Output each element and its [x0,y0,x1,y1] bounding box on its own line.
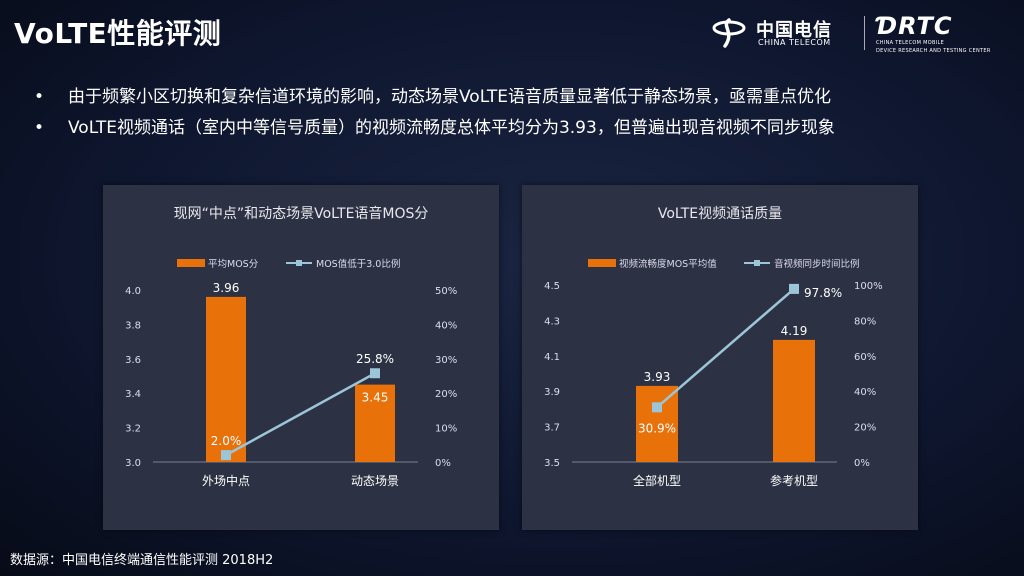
y2-tick-label: 20% [854,423,876,434]
y-tick-label: 4.5 [544,281,560,292]
chart-panel-voice-mos: 现网“中点”和动态场景VoLTE语音MOS分平均MOS分 MOS值低于3.0比例 3… [103,185,499,530]
y-tick-label: 4.3 [544,316,560,327]
x-tick-label: 参考机型 [770,473,818,488]
legend-swatch-bar [588,259,616,267]
china-telecom-logo: 中国电信 CHINA TELECOM [712,14,852,52]
china-telecom-cn: 中国电信 [756,20,832,41]
bar [773,339,815,462]
line-data-label: 2.0% [211,434,242,448]
y2-tick-label: 60% [854,352,876,363]
y-tick-label: 3.0 [125,458,141,469]
bar [206,296,246,462]
data-source: 数据源：中国电信终端通信性能评测 2018H2 [10,553,274,568]
bullet-text: VoLTE视频通话（室内中等信号质量）的视频流畅度总体平均分为3.93，但普遍出… [68,118,835,138]
legend-label-bar: 视频流畅度MOS平均值 [619,258,717,270]
bar-data-label: 4.19 [781,324,808,338]
y2-tick-label: 80% [854,316,876,327]
y-tick-label: 3.7 [544,423,560,434]
line-point [652,402,662,413]
bullet-dot-icon: • [34,87,45,107]
legend-label-line: 音视频同步时间比例 [774,258,860,270]
legend-label-bar: 平均MOS分 [208,258,259,270]
y-tick-label: 3.8 [125,320,141,331]
rtc-logo: ƊRTC CHINA TELECOM MOBILE DEVICE RESEARC… [876,14,1016,54]
legend-marker-line [754,260,760,266]
y2-tick-label: 50% [435,286,457,297]
y-tick-label: 3.5 [544,458,560,469]
bullet-item: • VoLTE视频通话（室内中等信号质量）的视频流畅度总体平均分为3.93，但普… [34,113,835,144]
y2-tick-label: 0% [854,458,870,469]
y-tick-label: 3.4 [125,389,141,400]
bar-data-label: 3.45 [362,391,389,405]
legend-label-line: MOS值低于3.0比例 [316,258,400,270]
y2-tick-label: 40% [854,387,876,398]
bar-data-label: 3.93 [644,370,671,384]
y-tick-label: 4.0 [125,286,141,297]
chart-title: 现网“中点”和动态场景VoLTE语音MOS分 [174,205,429,222]
line-data-label: 30.9% [638,421,676,435]
y2-tick-label: 100% [854,281,883,292]
rtc-d-icon: Ɗ [876,12,899,40]
line-data-label: 97.8% [804,286,842,300]
y2-tick-label: 10% [435,424,457,435]
y2-tick-label: 20% [435,389,457,400]
y2-tick-label: 40% [435,320,457,331]
series-line [225,372,376,457]
y2-tick-label: 0% [435,458,451,469]
china-telecom-en: CHINA TELECOM [758,38,831,47]
chart-panel-video-quality: VoLTE视频通话质量视频流畅度MOS平均值 音视频同步时间比例 3.5 3.7 3.9… [522,185,918,530]
china-telecom-icon [712,18,746,48]
rtc-sub2: DEVICE RESEARCH AND TESTING CENTER [876,48,991,54]
y-tick-label: 3.9 [544,387,560,398]
line-data-label: 25.8% [356,352,394,366]
bar [636,385,678,462]
y-tick-label: 3.2 [125,424,141,435]
series-line [656,287,795,409]
bar-data-label: 3.96 [213,281,240,295]
bullet-text: 由于频繁小区切换和复杂信道环境的影响，动态场景VoLTE语音质量显著低于静态场景… [68,87,831,107]
legend-swatch-bar [177,259,205,267]
bar [355,384,395,462]
rtc-mark: RTC [898,12,953,40]
y-tick-label: 4.1 [544,352,560,363]
x-tick-label: 全部机型 [633,473,681,488]
page-title: VoLTE性能评测 [14,17,222,50]
chart-title: VoLTE视频通话质量 [658,206,782,222]
rtc-sub1: CHINA TELECOM MOBILE [876,40,945,46]
x-tick-label: 外场中点 [202,473,250,488]
line-point [370,368,380,379]
line-point [221,450,231,461]
legend-marker-line [296,260,302,266]
bullet-item: • 由于频繁小区切换和复杂信道环境的影响，动态场景VoLTE语音质量显著低于静态… [34,82,835,113]
x-tick-label: 动态场景 [351,474,399,488]
y-tick-label: 3.6 [125,355,141,366]
bullet-list: • 由于频繁小区切换和复杂信道环境的影响，动态场景VoLTE语音质量显著低于静态… [34,82,835,144]
line-point [789,283,799,294]
y2-tick-label: 30% [435,355,457,366]
logo-divider [864,16,865,50]
bullet-dot-icon: • [34,118,45,138]
